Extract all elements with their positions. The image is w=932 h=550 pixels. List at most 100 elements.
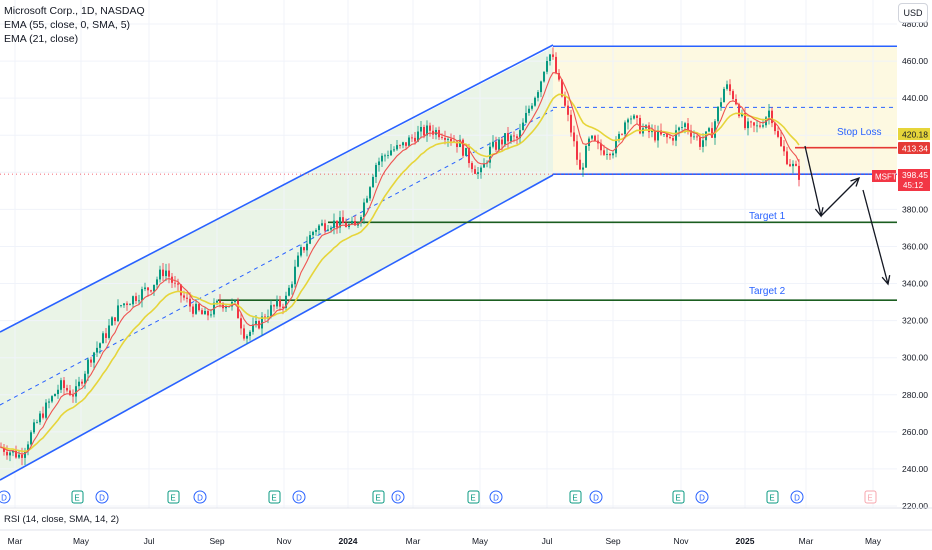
- candle-body: [189, 298, 191, 307]
- candle-body: [243, 328, 245, 339]
- candle: [552, 47, 554, 60]
- candle: [339, 210, 341, 234]
- candle-body: [459, 139, 461, 148]
- candle-body: [342, 217, 344, 224]
- dividend-marker[interactable]: D: [695, 490, 709, 504]
- channel-upper-line[interactable]: [0, 44, 554, 333]
- candle-body: [132, 296, 134, 305]
- candle-body: [558, 73, 560, 80]
- grid-layer: [0, 0, 897, 508]
- candle-body: [399, 145, 401, 146]
- arrow-down-2[interactable]: [862, 189, 891, 286]
- candle-body: [336, 220, 338, 228]
- candle: [786, 146, 788, 166]
- candle-body: [624, 122, 626, 135]
- candle-body: [465, 148, 467, 156]
- earnings-marker[interactable]: E: [766, 490, 779, 504]
- candle: [696, 134, 698, 141]
- candle: [408, 135, 410, 147]
- candle: [492, 135, 494, 149]
- rsi-pane-label[interactable]: RSI (14, close, SMA, 14, 2): [4, 514, 120, 525]
- candle: [99, 342, 101, 354]
- earnings-marker[interactable]: E: [864, 490, 877, 504]
- candle: [726, 80, 728, 91]
- earnings-marker[interactable]: E: [672, 490, 685, 504]
- dividend-marker[interactable]: D: [0, 490, 11, 504]
- candle-body: [612, 153, 614, 156]
- candle-body: [75, 386, 77, 397]
- channel-mid-line[interactable]: [0, 109, 554, 406]
- candle-body: [462, 139, 464, 156]
- target1-label[interactable]: Target 1: [749, 211, 786, 222]
- candle-body: [618, 133, 620, 141]
- candle-body: [789, 164, 791, 167]
- candle-body: [87, 359, 89, 374]
- earnings-marker[interactable]: E: [71, 490, 84, 504]
- candle: [600, 139, 602, 156]
- dividend-marker[interactable]: D: [391, 490, 405, 504]
- legend-ema55[interactable]: EMA (55, close, 0, SMA, 5): [4, 19, 131, 31]
- candle: [594, 134, 596, 142]
- legend-ema21[interactable]: EMA (21, close): [4, 33, 79, 45]
- candle-body: [519, 130, 521, 139]
- candle-body: [429, 125, 431, 131]
- candle-body: [684, 123, 686, 128]
- candle-body: [168, 270, 170, 277]
- candle-body: [180, 284, 182, 296]
- candle-body: [6, 451, 8, 456]
- dividend-marker[interactable]: D: [292, 490, 306, 504]
- candle: [243, 324, 245, 341]
- target2-label[interactable]: Target 2: [749, 286, 786, 297]
- currency-button[interactable]: USD: [898, 3, 928, 23]
- candle-body: [549, 54, 551, 62]
- candle-body: [363, 202, 365, 217]
- earnings-marker[interactable]: E: [467, 490, 480, 504]
- stop-loss-label[interactable]: Stop Loss: [837, 127, 881, 138]
- dividend-marker[interactable]: D: [589, 490, 603, 504]
- candle-body: [663, 134, 665, 135]
- candle: [141, 286, 143, 308]
- earnings-marker[interactable]: E: [569, 490, 582, 504]
- earnings-marker-label: E: [271, 494, 276, 503]
- time-tick-label: Jul: [542, 536, 553, 546]
- earnings-marker[interactable]: E: [167, 490, 180, 504]
- ema55-line[interactable]: [0, 93, 800, 453]
- candle: [9, 450, 11, 462]
- candle-body: [135, 296, 137, 301]
- candle: [654, 124, 656, 143]
- earnings-marker-box: [766, 490, 779, 504]
- candle-body: [495, 141, 497, 150]
- candle-body: [444, 137, 446, 140]
- arrow-down-2-shaft: [862, 189, 889, 285]
- candle: [555, 52, 557, 75]
- candle-body: [753, 122, 755, 126]
- candle: [303, 246, 305, 253]
- earnings-marker[interactable]: E: [372, 490, 385, 504]
- candle: [36, 419, 38, 424]
- candle-body: [570, 114, 572, 133]
- dividend-marker[interactable]: D: [489, 490, 503, 504]
- candle-body: [162, 269, 164, 277]
- dividend-marker[interactable]: D: [193, 490, 207, 504]
- dividend-marker[interactable]: D: [95, 490, 109, 504]
- candle-body: [714, 121, 716, 138]
- earnings-marker-box: [71, 490, 84, 504]
- candle: [657, 125, 659, 148]
- candle: [27, 441, 29, 456]
- candle-body: [582, 167, 584, 170]
- candle: [417, 125, 419, 143]
- earnings-marker[interactable]: E: [268, 490, 281, 504]
- legend-title[interactable]: Microsoft Corp., 1D, NASDAQ: [4, 5, 145, 17]
- arrow-up[interactable]: [820, 176, 861, 217]
- dividend-marker[interactable]: D: [790, 490, 804, 504]
- candle: [378, 157, 380, 172]
- candle-body: [225, 306, 227, 309]
- earnings-marker-box: [569, 490, 582, 504]
- ema21-line[interactable]: [0, 72, 800, 455]
- candle-body: [60, 380, 62, 390]
- candle-body: [48, 401, 50, 403]
- channel-lower-line[interactable]: [0, 174, 554, 481]
- candle: [285, 291, 287, 312]
